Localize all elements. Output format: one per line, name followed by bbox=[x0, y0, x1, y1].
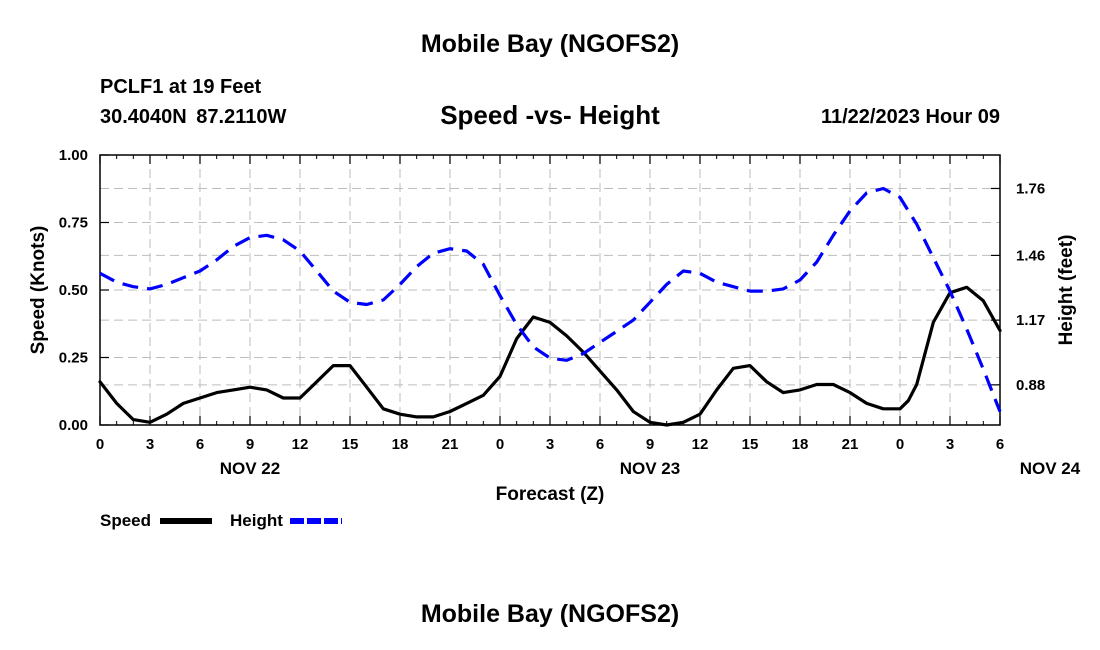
x-axis-title: Forecast (Z) bbox=[496, 484, 605, 505]
y-right-axis-title: Height (feet) bbox=[1056, 235, 1077, 346]
x-tick-label: 18 bbox=[392, 436, 409, 453]
speed-series-line bbox=[98, 285, 1002, 427]
x-tick-label: 6 bbox=[596, 436, 604, 453]
legend-label-speed: Speed bbox=[100, 511, 151, 530]
x-tick-label: 15 bbox=[342, 436, 359, 453]
footer-title: Mobile Bay (NGOFS2) bbox=[420, 600, 680, 628]
x-tick-label: 21 bbox=[842, 436, 859, 453]
y-left-axis-title: Speed (Knots) bbox=[28, 226, 49, 355]
date-label: NOV 22 bbox=[220, 459, 280, 478]
x-tick-label: 0 bbox=[496, 436, 504, 453]
x-tick-label: 3 bbox=[146, 436, 154, 453]
x-tick-label: 15 bbox=[742, 436, 759, 453]
x-tick-label: 12 bbox=[692, 436, 709, 453]
y-left-tick-label: 0.00 bbox=[59, 417, 88, 434]
forecast-datetime: 11/22/2023 Hour 09 bbox=[820, 106, 1000, 128]
x-tick-label: 0 bbox=[96, 436, 104, 453]
x-tick-label: 21 bbox=[442, 436, 459, 453]
y-right-tick-label: 1.46 bbox=[1016, 247, 1045, 264]
x-tick-label: 6 bbox=[196, 436, 204, 453]
y-right-tick-label: 0.88 bbox=[1016, 377, 1045, 394]
y-left-tick-label: 0.75 bbox=[59, 215, 88, 232]
date-label: NOV 24 bbox=[1020, 459, 1081, 478]
y-right-tick-label: 1.17 bbox=[1016, 312, 1045, 329]
x-tick-label: 12 bbox=[292, 436, 309, 453]
y-right-tick-label: 1.76 bbox=[1016, 180, 1045, 197]
date-label: NOV 23 bbox=[620, 459, 680, 478]
chart-subtitle: Speed -vs- Height bbox=[440, 100, 660, 130]
x-tick-label: 9 bbox=[246, 436, 254, 453]
x-tick-label: 3 bbox=[546, 436, 554, 453]
x-tick-label: 3 bbox=[946, 436, 954, 453]
chart-main-title: Mobile Bay (NGOFS2) bbox=[420, 30, 680, 58]
legend-label-height: Height bbox=[230, 511, 283, 530]
y-left-tick-label: 1.00 bbox=[59, 147, 88, 164]
x-tick-label: 18 bbox=[792, 436, 809, 453]
station-label: PCLF1 at 19 Feet bbox=[100, 76, 262, 98]
y-left-tick-label: 0.25 bbox=[59, 350, 88, 367]
x-tick-label: 0 bbox=[896, 436, 904, 453]
y-left-tick-label: 0.50 bbox=[59, 282, 88, 299]
station-coordinates: 30.4040N 87.2110W bbox=[100, 106, 287, 128]
x-tick-label: 9 bbox=[646, 436, 654, 453]
x-tick-label: 6 bbox=[996, 436, 1004, 453]
